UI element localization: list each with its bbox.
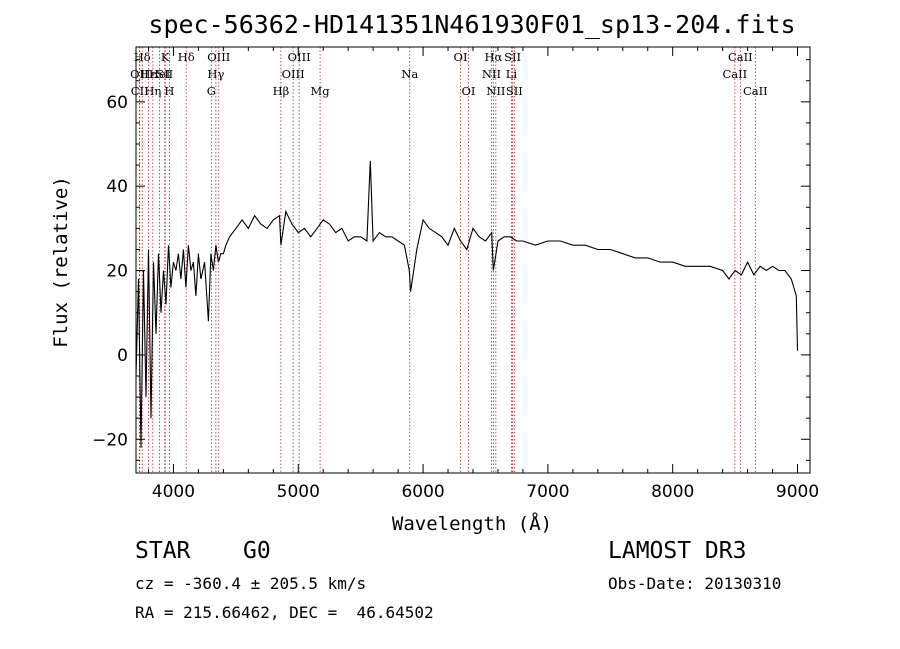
spectral-line-label: Hη <box>144 84 161 98</box>
spectral-line-label: Li <box>506 67 518 81</box>
y-tick-label: 0 <box>117 346 128 366</box>
spectral-line-label: CaII <box>728 50 753 64</box>
x-tick-label: 5000 <box>277 482 320 502</box>
object-class: STAR <box>135 538 191 564</box>
spectral-line-label: OI <box>454 50 468 64</box>
spectral-line-label: Mg <box>311 84 331 98</box>
spectral-line-label: OIII <box>282 67 305 81</box>
spectral-line-label: H <box>164 84 174 98</box>
spectral-line-label: OIII <box>288 50 311 64</box>
spectral-line-label: OI <box>462 84 476 98</box>
x-tick-label: 6000 <box>401 482 444 502</box>
coordinates: RA = 215.66462, DEC = 46.64502 <box>135 603 434 622</box>
spectral-line-label: HeI <box>149 67 170 81</box>
spectral-line-label: Hδ <box>178 50 195 64</box>
survey-name: LAMOST DR3 <box>608 538 747 564</box>
flux-series-line <box>135 160 799 448</box>
plot-frame <box>135 46 811 474</box>
spectral-line-label: K <box>161 50 170 64</box>
spectral-line-label: G <box>207 84 216 98</box>
spectral-line-label: Hγ <box>207 67 224 81</box>
x-tick-label: 9000 <box>776 482 819 502</box>
spectral-line-label: CII <box>131 84 149 98</box>
spectral-line-label: NII <box>482 67 501 81</box>
spectral-line-label: CaII <box>722 67 747 81</box>
spectral-line-label: SII <box>156 67 173 81</box>
object-subclass: G0 <box>243 538 271 564</box>
spectral-line-label: Hα <box>484 50 502 64</box>
spectral-line-label: SII <box>504 50 521 64</box>
y-tick-label: 40 <box>106 177 128 197</box>
y-tick-label: 60 <box>106 93 128 113</box>
x-tick-label: 7000 <box>526 482 569 502</box>
spectral-line-label: Hδ <box>134 50 151 64</box>
x-tick-label: 4000 <box>152 482 195 502</box>
redshift-text: cz = -360.4 ± 205.5 km/s <box>135 574 367 593</box>
spectral-line-label: OII <box>130 67 149 81</box>
spectral-line-label: Na <box>401 67 418 81</box>
spectral-line-label: Hβ <box>273 84 290 98</box>
obs-date: Obs-Date: 20130310 <box>608 574 782 593</box>
y-axis-label: Flux (relative) <box>50 176 72 348</box>
spectral-line-markers <box>138 47 756 473</box>
spectral-line-label: Hε <box>140 67 156 81</box>
plot-area <box>135 160 799 448</box>
chart-title: spec-56362-HD141351N461930F01_sp13-204.f… <box>148 10 795 39</box>
x-tick-label: 8000 <box>651 482 694 502</box>
spectral-line-label: CaII <box>743 84 768 98</box>
spectral-line-label: OIII <box>207 50 230 64</box>
y-tick-label: 20 <box>106 262 128 282</box>
y-tick-label: −20 <box>92 430 128 450</box>
axes: 4000 5000 6000 7000 8000 9000 −20 0 20 40 60 <box>92 46 819 502</box>
spectral-line-label: SII <box>506 84 523 98</box>
spectral-line-label: NII <box>486 84 505 98</box>
x-axis-label: Wavelength (Å) <box>392 512 552 535</box>
